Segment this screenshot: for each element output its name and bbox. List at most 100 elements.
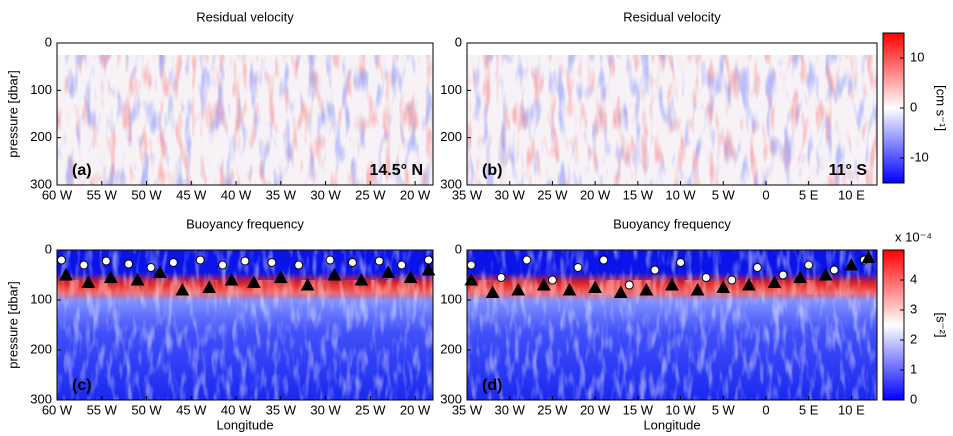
circle-marker [168, 258, 178, 267]
panel-title: Residual velocity [623, 9, 721, 24]
x-tick-label: 20 W [400, 402, 431, 417]
circle-marker [124, 259, 134, 269]
panel-label: (d) [482, 377, 502, 394]
x-tick-label: 25 W [537, 402, 568, 417]
colorbar-tick-label: -10 [910, 149, 929, 164]
y-tick-label: 300 [30, 391, 52, 406]
circle-marker [267, 258, 277, 267]
triangle-marker [202, 280, 217, 293]
y-tick-label: 0 [455, 241, 462, 256]
circle-marker [397, 260, 407, 270]
colorbar-tick-label: 10 [910, 49, 924, 64]
triangle-marker [511, 282, 526, 296]
x-tick-label: 35 W [266, 402, 297, 417]
panel-label: (b) [482, 162, 502, 179]
x-tick-label: 45 W [176, 187, 207, 202]
circle-marker [347, 258, 357, 267]
x-tick-label: 60 W [42, 402, 73, 417]
field-texture [57, 280, 433, 295]
x-tick-label: 40 W [221, 402, 252, 417]
x-tick-label: 50 W [131, 402, 162, 417]
triangle-marker [690, 282, 705, 296]
plot-frame [56, 249, 434, 401]
triangle-marker [103, 270, 118, 283]
y-tick-label: 0 [45, 34, 52, 49]
colorbar-tick-label: 1 [910, 361, 917, 376]
x-tick-label: 40 W [221, 187, 252, 202]
colorbar-tick-label: 2 [910, 331, 917, 346]
circle-marker [195, 255, 205, 265]
x-tick-label: 25 W [537, 187, 568, 202]
y-tick-label: 100 [440, 291, 462, 306]
plot-frame [466, 249, 878, 401]
circle-marker [701, 273, 711, 282]
x-tick-label: 25 W [355, 187, 386, 202]
y-tick-label: 300 [30, 176, 52, 191]
x-tick-label: 55 W [87, 187, 118, 202]
triangle-marker [767, 275, 782, 288]
circle-marker [829, 265, 839, 275]
triangle-marker [537, 277, 551, 291]
circle-marker [79, 260, 89, 270]
panel-title: Buoyancy frequency [613, 216, 731, 231]
triangle-marker [464, 272, 479, 286]
circle-marker [466, 260, 476, 270]
triangle-marker [403, 270, 418, 283]
x-tick-label: 20 W [580, 187, 611, 202]
circle-marker [547, 275, 557, 285]
y-axis-label: pressure [dbar] [5, 70, 20, 157]
circle-marker [56, 255, 66, 265]
circle-marker [294, 260, 304, 270]
x-axis-label: Longitude [643, 417, 700, 432]
y-tick-label: 200 [440, 129, 462, 144]
colorbar-tick-label: 4 [910, 271, 917, 286]
y-tick-label: 100 [30, 291, 52, 306]
circle-marker [778, 270, 788, 280]
triangle-marker [716, 280, 731, 293]
circle-marker [804, 260, 814, 270]
x-axis-label: Longitude [216, 417, 273, 432]
y-tick-label: 300 [440, 391, 462, 406]
triangle-marker [224, 272, 239, 286]
colorbar-tick-label: 0 [910, 391, 917, 406]
panel-annotation: 11° S [829, 162, 868, 179]
circle-marker [496, 273, 506, 282]
triangle-marker [300, 277, 315, 291]
circle-marker [624, 280, 634, 290]
triangle-marker [485, 285, 500, 298]
x-tick-label: 55 W [87, 402, 118, 417]
x-tick-label: 20 W [580, 402, 611, 417]
circle-marker [522, 255, 532, 265]
colorbar [882, 249, 905, 401]
x-tick-label: 10 E [838, 402, 865, 417]
colorbar-label: [cm s⁻¹] [934, 85, 949, 131]
circle-marker [599, 255, 609, 265]
y-tick-label: 200 [440, 341, 462, 356]
circle-marker [424, 255, 434, 265]
x-tick-label: 5 E [799, 187, 819, 202]
circle-marker [101, 256, 111, 266]
x-tick-label: 5 W [712, 187, 736, 202]
field-texture [57, 250, 433, 400]
triangle-marker [81, 275, 96, 288]
triangle-marker [247, 275, 261, 288]
plot-frame [56, 42, 434, 186]
triangle-marker [742, 277, 756, 291]
x-tick-label: 0 [762, 187, 769, 202]
triangle-marker [175, 282, 190, 296]
triangle-marker [793, 270, 807, 283]
triangle-marker [153, 265, 167, 278]
panel-title: Buoyancy frequency [186, 216, 304, 231]
x-tick-label: 35 W [452, 402, 483, 417]
y-tick-label: 300 [440, 176, 462, 191]
x-tick-label: 30 W [310, 187, 341, 202]
triangle-marker [130, 272, 145, 286]
y-tick-label: 0 [45, 241, 52, 256]
circle-marker [325, 255, 335, 265]
x-tick-label: 30 W [495, 187, 526, 202]
x-tick-label: 5 E [799, 402, 819, 417]
field-texture [467, 250, 877, 400]
colorbar-tick-label: 0 [910, 99, 917, 114]
circle-marker [218, 260, 228, 270]
